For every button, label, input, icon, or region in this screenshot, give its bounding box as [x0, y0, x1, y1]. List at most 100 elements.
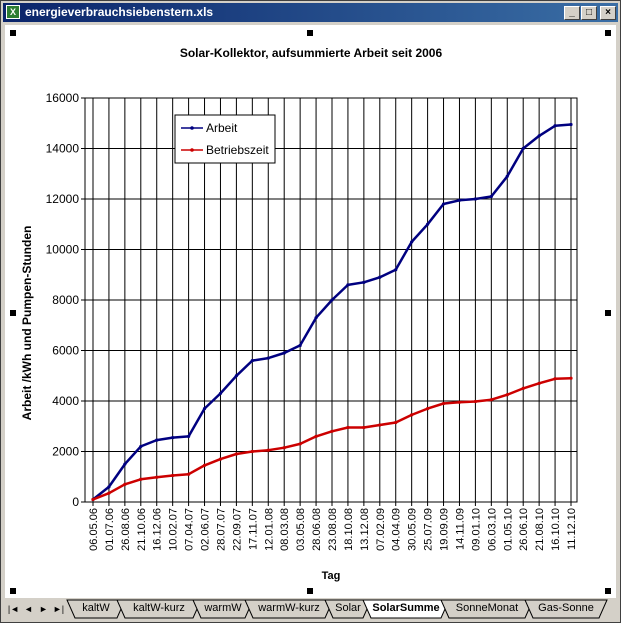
selection-handle[interactable]: [307, 30, 313, 36]
x-axis-label: Tag: [322, 570, 341, 582]
data-point: [378, 423, 382, 427]
x-tick-label: 26.08.06: [120, 508, 132, 551]
sheet-tab-shape: [524, 599, 608, 619]
data-point: [282, 446, 286, 450]
x-tick-label: 03.05.08: [295, 508, 307, 551]
tab-warmw[interactable]: warmW: [204, 602, 242, 614]
sheet-tab-shape: [362, 599, 450, 619]
x-tick-label: 13.12.08: [359, 508, 371, 551]
data-point: [155, 438, 159, 442]
y-tick-label: 10000: [46, 243, 80, 257]
x-tick-label: 23.08.08: [327, 508, 339, 551]
excel-icon: X: [6, 5, 20, 19]
x-tick-label: 21.08.10: [534, 508, 546, 551]
x-tick-label: 04.04.09: [391, 508, 403, 551]
chart-title: Solar-Kollektor, aufsummierte Arbeit sei…: [180, 46, 443, 60]
data-point: [298, 343, 302, 348]
x-tick-label: 22.09.07: [231, 508, 243, 551]
x-tick-label: 10.02.07: [168, 508, 180, 551]
data-point: [394, 268, 398, 272]
data-point: [91, 497, 95, 502]
selection-handle[interactable]: [605, 310, 611, 316]
selection-handle[interactable]: [10, 30, 16, 36]
data-point: [569, 122, 573, 127]
x-tick-label: 06.05.06: [88, 508, 100, 551]
first-sheet-icon[interactable]: |◄: [7, 604, 20, 614]
y-tick-label: 8000: [52, 293, 79, 307]
data-point: [202, 463, 207, 467]
data-point: [521, 146, 525, 151]
data-point: [234, 374, 238, 378]
selection-handle[interactable]: [307, 588, 313, 594]
sheet-tab-shapes: [66, 599, 608, 619]
x-tick-label: 28.07.07: [215, 508, 227, 551]
data-point: [473, 197, 477, 201]
close-button[interactable]: ×: [600, 6, 616, 20]
tab-solar[interactable]: Solar: [335, 602, 361, 614]
chart-area[interactable]: Solar-Kollektor, aufsummierte Arbeit sei…: [5, 25, 616, 598]
x-tick-label: 01.05.10: [502, 508, 514, 551]
legend-box: [174, 114, 276, 164]
data-point: [282, 351, 286, 355]
sheet-tab-shape: [440, 599, 534, 619]
y-tick-label: 14000: [46, 142, 80, 156]
prev-sheet-icon[interactable]: ◄: [24, 604, 33, 614]
tab-kaltw-kurz[interactable]: kaltW-kurz: [133, 602, 185, 614]
selection-handle[interactable]: [10, 310, 16, 316]
sheet-tab-bar: |◄ ◄ ► ►| kaltW kaltW-kurz warmW warmW-kurz…: [3, 599, 618, 620]
data-point: [107, 491, 111, 495]
tab-sonnemonat[interactable]: SonneMonat: [455, 602, 519, 614]
next-sheet-icon[interactable]: ►: [39, 604, 48, 614]
y-tick-label: 2000: [52, 445, 79, 459]
data-point: [394, 420, 398, 425]
selection-handle[interactable]: [10, 588, 16, 594]
data-point: [139, 477, 143, 481]
y-tick-label: 0: [72, 495, 79, 509]
data-point: [362, 425, 366, 430]
tab-gas-sonne[interactable]: Gas-Sonne: [538, 602, 594, 614]
data-point: [505, 174, 509, 178]
x-tick-label: 19.09.09: [439, 508, 451, 551]
minimize-button[interactable]: _: [564, 6, 580, 20]
data-point: [171, 436, 175, 440]
last-sheet-icon[interactable]: ►|: [52, 604, 65, 614]
data-point: [250, 449, 254, 454]
data-point: [266, 356, 270, 360]
data-point: [187, 434, 191, 438]
data-point: [234, 452, 238, 456]
x-tick-label: 26.06.10: [518, 508, 530, 551]
data-point: [330, 429, 334, 433]
x-tick-label: 25.07.09: [423, 508, 435, 551]
window-titlebar[interactable]: X energieverbrauchsiebenstern.xls _ □ ×: [3, 3, 618, 22]
y-tick-label: 16000: [46, 91, 80, 105]
data-point: [473, 399, 477, 404]
chart-series: [91, 122, 573, 502]
tab-warmw-kurz[interactable]: warmW-kurz: [258, 602, 320, 614]
chart-legend[interactable]: Arbeit Betriebszeit: [174, 114, 276, 164]
x-tick-label: 11.12.10: [566, 508, 578, 550]
data-point: [218, 391, 223, 396]
selection-handle[interactable]: [605, 588, 611, 594]
tab-kaltw[interactable]: kaltW: [82, 602, 110, 614]
plot-border: [84, 97, 578, 503]
data-point: [569, 376, 573, 380]
data-point: [298, 442, 302, 446]
selection-handle[interactable]: [605, 30, 611, 36]
sheet-tab-shape: [116, 599, 202, 619]
tab-solarsumme[interactable]: SolarSumme: [372, 602, 440, 614]
x-tick-label: 07.04.07: [184, 508, 196, 551]
data-point: [187, 472, 191, 476]
data-point: [410, 240, 414, 244]
chart-svg: Solar-Kollektor, aufsummierte Arbeit sei…: [20, 46, 578, 582]
x-tick-label: 02.06.07: [200, 508, 212, 551]
data-point: [489, 398, 493, 402]
x-tick-label: 30.05.09: [407, 508, 419, 551]
y-tick-label: 6000: [52, 344, 79, 358]
data-point: [378, 275, 382, 279]
data-point: [553, 377, 557, 381]
data-point: [266, 448, 270, 452]
x-tick-label: 21.10.06: [136, 508, 148, 551]
y-tick-label: 4000: [52, 394, 79, 408]
maximize-button[interactable]: □: [581, 6, 597, 20]
